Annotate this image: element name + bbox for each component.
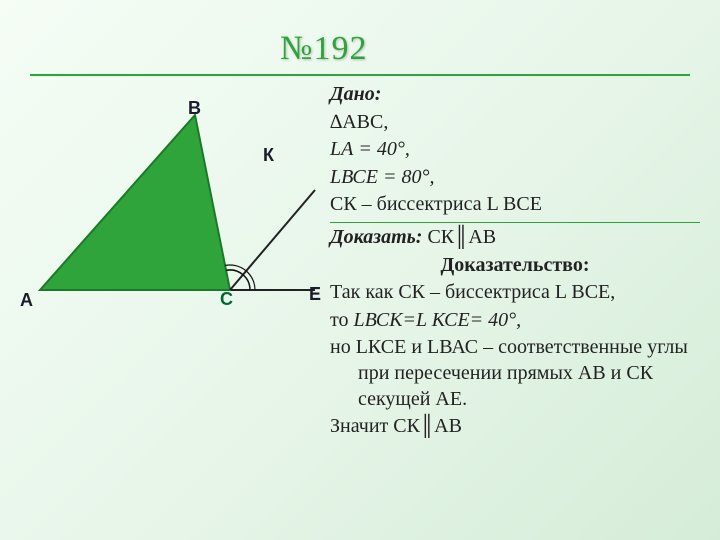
arc-kce (243, 275, 250, 290)
point-label-k: К (263, 145, 274, 166)
proof-line-2b: LВСК=L КСЕ= 40°, (353, 309, 521, 331)
triangle-abc (40, 115, 230, 290)
prove-statement: СК║АВ (422, 226, 496, 248)
proof-line-2a: то (330, 309, 353, 331)
slide: №192 А В С К Е Дано: ∆АВС, LА = 40°, LВС… (0, 0, 720, 540)
given-angle-bce: LВСЕ = 80°, (330, 165, 700, 191)
point-label-c: С (220, 289, 233, 310)
given-label: Дано: (330, 83, 381, 105)
diagram-svg (20, 90, 320, 330)
given-underline (330, 222, 700, 223)
proof-heading: Доказательство: (330, 253, 700, 279)
point-label-b: В (188, 98, 201, 119)
prove-label: Доказать: (330, 226, 422, 248)
proof-conclusion: Значит СК║АВ (330, 414, 700, 440)
given-triangle: ∆АВС, (330, 110, 700, 136)
proof-line-3: но LКСЕ и LВАС – соответственные углы пр… (330, 335, 700, 412)
point-label-a: А (20, 290, 33, 311)
problem-number-title: №192 (280, 30, 367, 68)
arc-bck (226, 270, 243, 275)
given-bisector: СК – биссектриса L ВСЕ (330, 192, 700, 218)
problem-text: Дано: ∆АВС, LА = 40°, LВСЕ = 80°, СК – б… (330, 82, 700, 442)
given-angle-a: LА = 40°, (330, 137, 700, 163)
point-label-e: Е (309, 284, 321, 305)
geometry-diagram: А В С К Е (20, 90, 320, 330)
proof-line-1: Так как СК – биссектриса L ВСЕ, (330, 280, 700, 306)
title-underline (30, 74, 690, 76)
